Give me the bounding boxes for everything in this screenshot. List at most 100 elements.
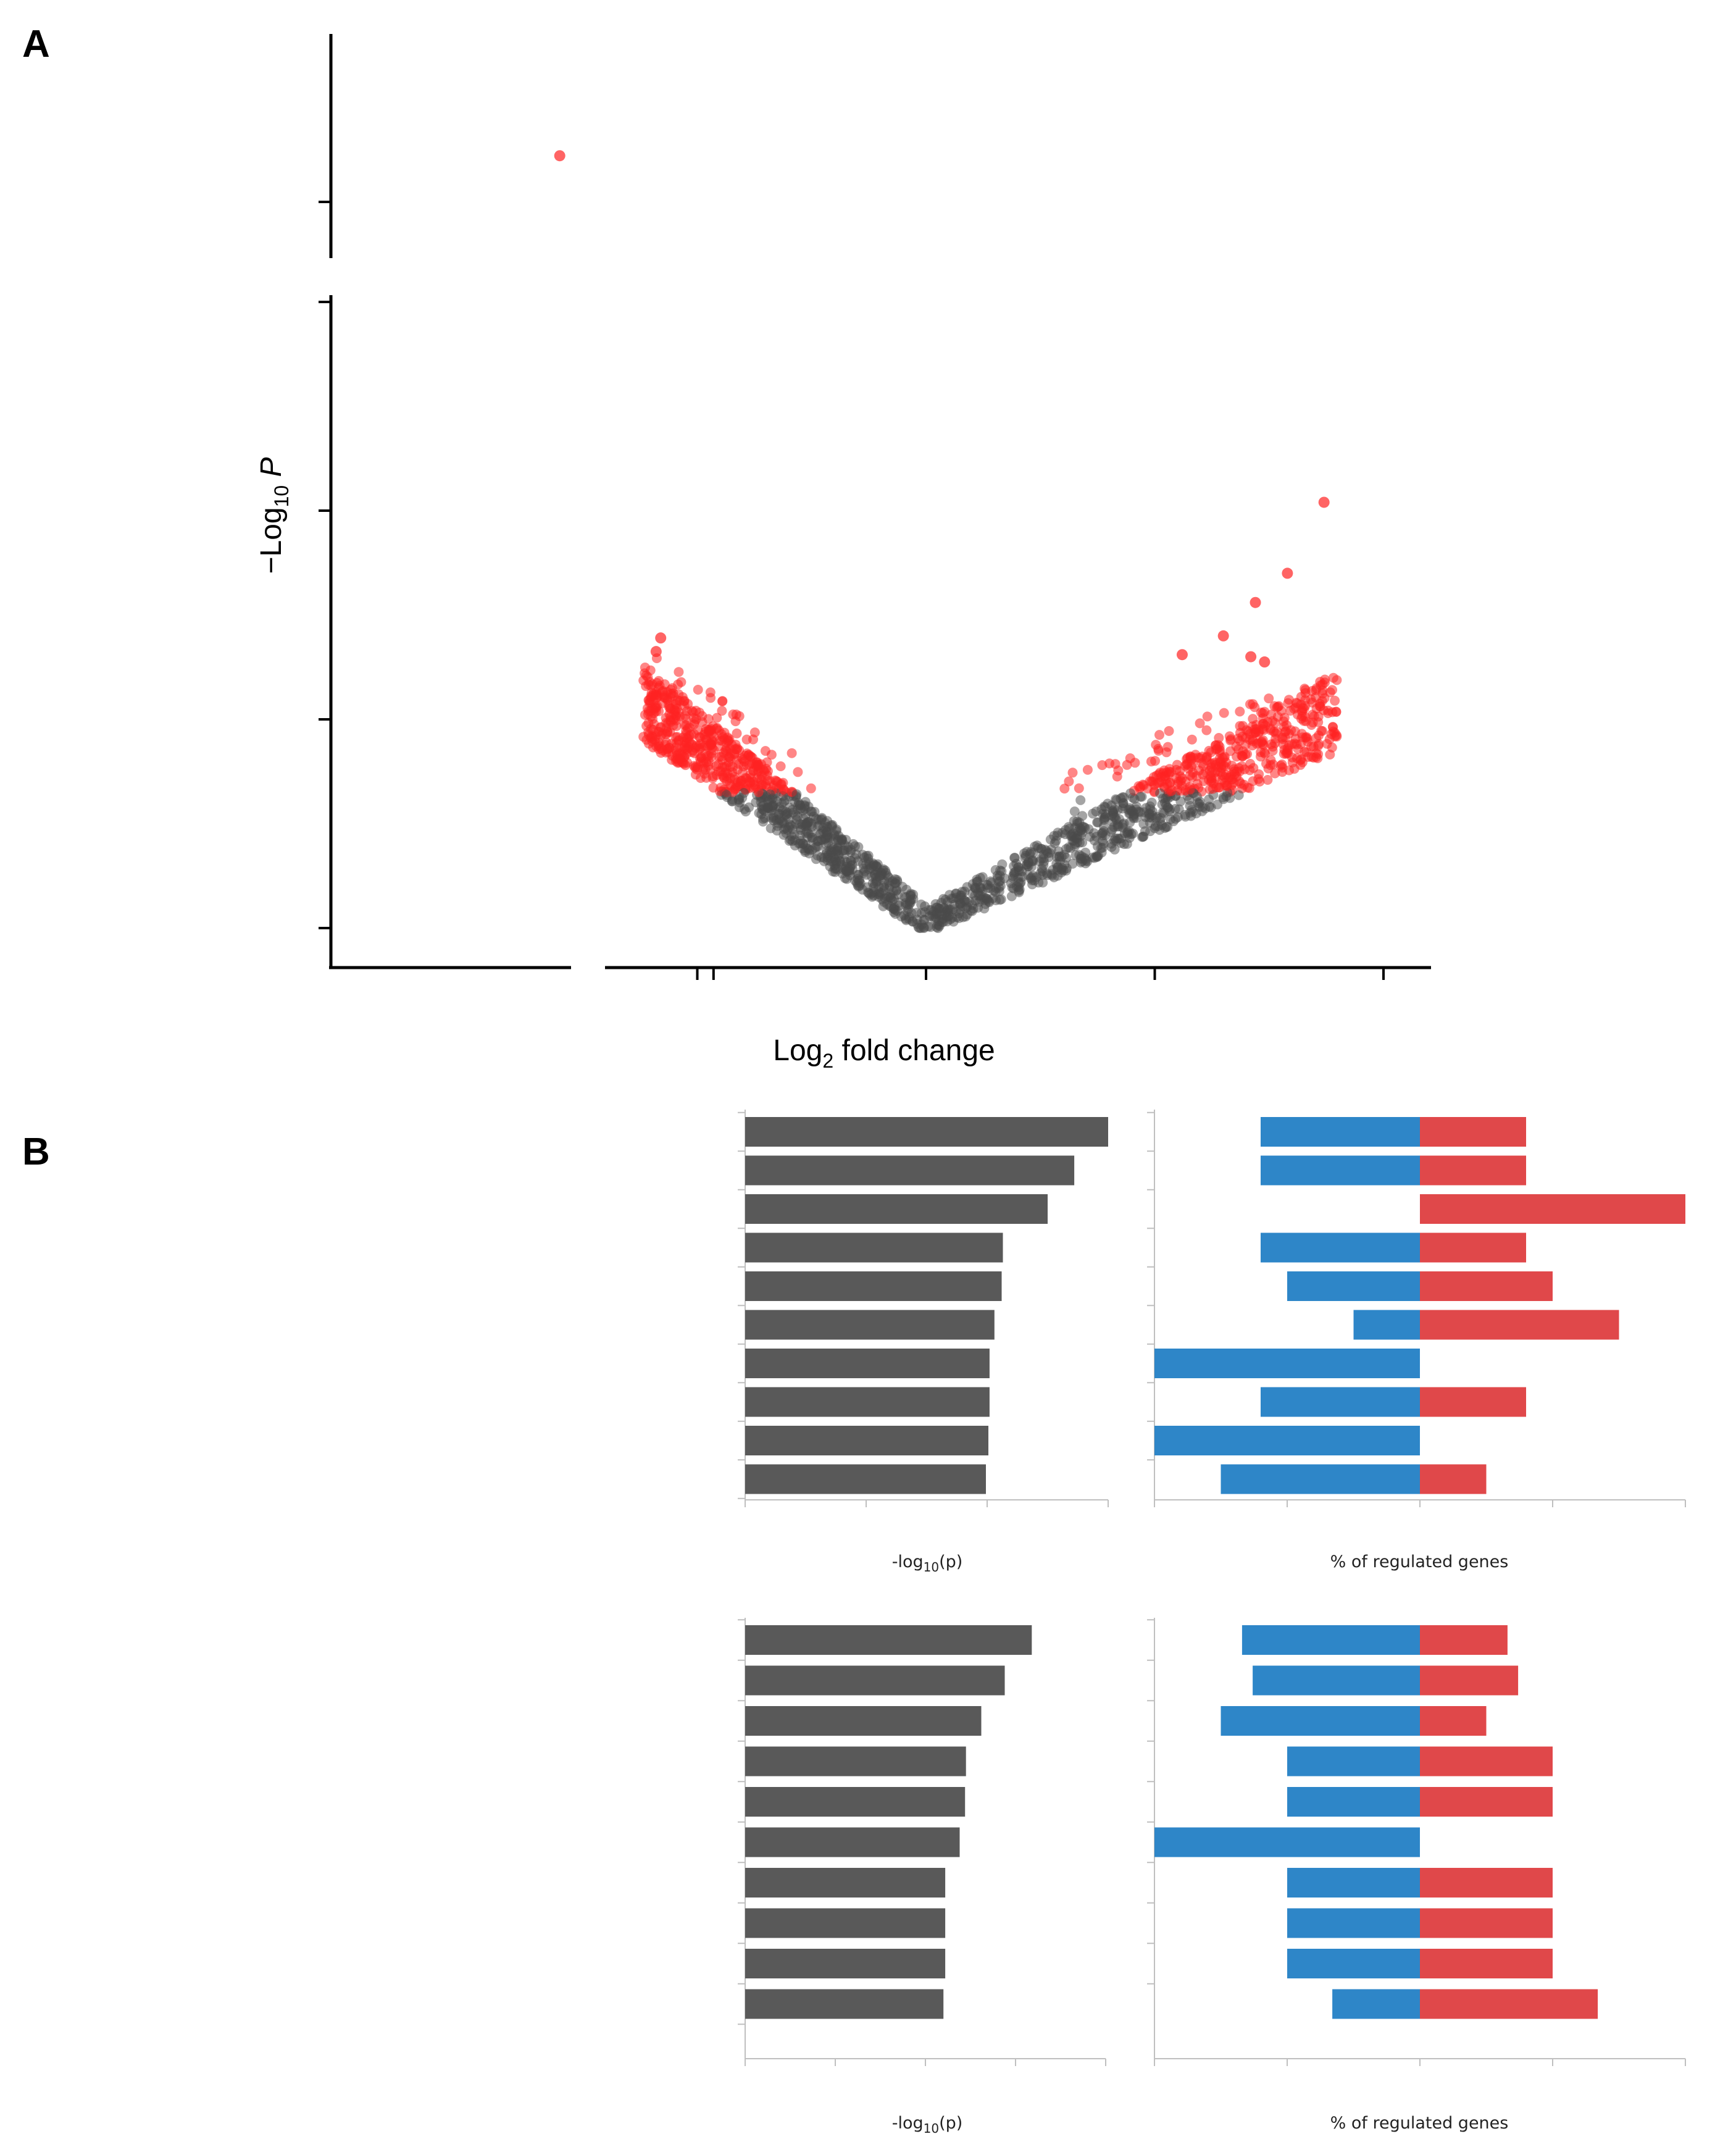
- significant-gene-point: [1331, 707, 1342, 717]
- nonsignificant-gene-point: [721, 790, 732, 800]
- go-pvalue-chart: [738, 1618, 1106, 2066]
- nonsignificant-gene-point: [989, 885, 999, 896]
- go-pvalue-x-title-main: -log: [892, 2114, 924, 2133]
- significant-gene-point: [1204, 775, 1214, 785]
- nonsignificant-gene-point: [779, 797, 790, 806]
- significant-gene-point: [1297, 707, 1308, 718]
- significant-gene-point: [756, 775, 767, 785]
- significant-gene-point: [1269, 701, 1280, 711]
- significant-gene-point: [1229, 766, 1240, 777]
- nonsignificant-gene-point: [1028, 871, 1038, 881]
- nonsignificant-gene-point: [765, 789, 775, 800]
- nonsignificant-gene-point: [1188, 806, 1198, 817]
- downregulated-bar: [1253, 1665, 1420, 1696]
- significant-gene-point: [806, 783, 816, 793]
- pvalue-bar: [745, 1949, 946, 1978]
- significant-gene-point: [1237, 751, 1248, 761]
- nonsignificant-gene-point: [1093, 817, 1103, 827]
- significant-gene-point: [706, 725, 716, 735]
- nonsignificant-gene-point: [1020, 850, 1031, 861]
- significant-gene-point: [731, 709, 741, 720]
- nonsignificant-gene-point: [1014, 885, 1024, 896]
- significant-gene-point: [684, 742, 695, 753]
- significant-gene-point: [676, 677, 686, 687]
- nonsignificant-gene-point: [979, 903, 990, 914]
- nonsignificant-gene-point: [976, 894, 987, 905]
- significant-gene-point: [759, 766, 770, 777]
- downregulated-bar: [1154, 1827, 1420, 1857]
- upregulated-bar: [1420, 1989, 1598, 2019]
- nonsignificant-gene-point: [874, 871, 885, 882]
- nonsignificant-gene-point: [957, 887, 967, 897]
- go-regulation-x-title: % of regulated genes: [1330, 2114, 1509, 2133]
- significant-gene-point: [1272, 711, 1283, 722]
- significant-gene-point: [1262, 775, 1273, 785]
- nonsignificant-gene-point: [1079, 853, 1090, 863]
- downregulated-bar: [1261, 1387, 1420, 1417]
- pvalue-bar: [745, 1464, 986, 1494]
- pvalue-bar: [745, 1155, 1075, 1186]
- significant-gene-point: [1240, 740, 1251, 750]
- nonsignificant-gene-point: [958, 912, 968, 923]
- significant-gene-point: [706, 748, 717, 758]
- significant-gene-point: [762, 757, 772, 768]
- significant-gene-point: [1214, 733, 1224, 743]
- nonsignificant-gene-point: [1125, 788, 1136, 798]
- significant-gene-point: [1206, 747, 1216, 758]
- kegg-pvalue-x-title-sub: 10: [924, 1560, 939, 1575]
- upregulated-bar: [1420, 1194, 1685, 1224]
- nonsignificant-gene-point: [867, 892, 877, 902]
- nonsignificant-gene-point: [1038, 860, 1049, 870]
- significant-gene-point: [1219, 753, 1229, 763]
- significant-gene-point: [741, 773, 752, 784]
- significant-gene-point: [1325, 750, 1335, 759]
- significant-gene-point: [732, 764, 743, 775]
- significant-gene-point: [753, 787, 764, 797]
- nonsignificant-gene-point: [1118, 798, 1129, 808]
- nonsignificant-gene-point: [1170, 804, 1180, 814]
- significant-gene-point: [646, 711, 656, 722]
- pvalue-bar: [745, 1787, 966, 1817]
- significant-gene-point: [704, 740, 715, 750]
- nonsignificant-gene-point: [1053, 871, 1063, 881]
- nonsignificant-gene-point: [854, 875, 865, 885]
- significant-gene-point: [1279, 748, 1289, 759]
- significant-gene-point: [1264, 693, 1274, 704]
- downregulated-bar: [1261, 1117, 1420, 1147]
- downregulated-bar: [1287, 1271, 1420, 1301]
- labeled-gene-point: [1259, 656, 1271, 668]
- nonsignificant-gene-point: [1009, 853, 1020, 863]
- significant-gene-point: [1182, 759, 1192, 770]
- significant-gene-point: [1067, 768, 1078, 778]
- nonsignificant-gene-point: [1157, 799, 1167, 810]
- pvalue-bar: [745, 1426, 988, 1455]
- nonsignificant-gene-point: [1072, 834, 1082, 844]
- significant-gene-point: [1256, 751, 1266, 762]
- nonsignificant-gene-point: [1233, 790, 1244, 800]
- pvalue-bar: [745, 1625, 1032, 1655]
- significant-gene-point: [1320, 677, 1330, 688]
- downregulated-bar: [1221, 1706, 1420, 1736]
- labeled-gene-point: [554, 150, 565, 162]
- labeled-gene-point: [1250, 596, 1261, 608]
- significant-gene-point: [1330, 731, 1340, 742]
- pvalue-bar: [745, 1827, 960, 1857]
- nonsignificant-gene-point: [1092, 841, 1103, 852]
- labeled-gene-point: [1318, 496, 1330, 508]
- upregulated-bar: [1420, 1625, 1508, 1655]
- upregulated-bar: [1420, 1387, 1526, 1417]
- nonsignificant-gene-point: [791, 789, 802, 800]
- nonsignificant-gene-point: [968, 903, 979, 914]
- significant-gene-point: [1268, 759, 1279, 770]
- nonsignificant-gene-point: [884, 883, 895, 893]
- nonsignificant-gene-point: [800, 804, 810, 814]
- volcano-x-title-main: Log: [773, 1034, 822, 1067]
- kegg-regulation-chart: [1147, 1110, 1686, 1507]
- nonsignificant-gene-point: [871, 861, 882, 871]
- nonsignificant-gene-point: [944, 911, 954, 921]
- significant-gene-point: [1195, 718, 1205, 729]
- nonsignificant-gene-point: [815, 829, 825, 839]
- nonsignificant-gene-point: [1055, 856, 1066, 866]
- significant-gene-point: [707, 771, 718, 782]
